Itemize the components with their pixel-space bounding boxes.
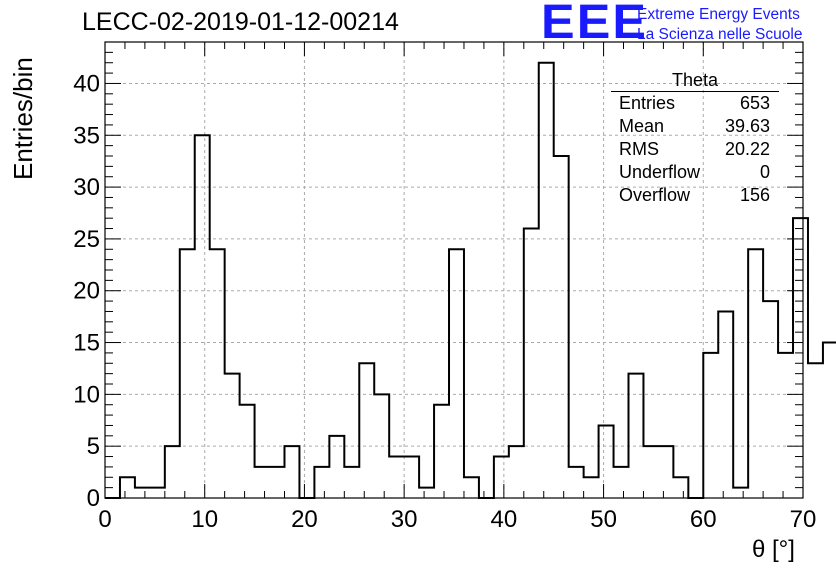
- stats-row-entries: Entries 653: [611, 92, 779, 115]
- x-tick-label: 0: [98, 506, 111, 533]
- stats-value: 39.63: [724, 116, 770, 136]
- x-tick-label: 10: [191, 506, 218, 533]
- histogram-bin: [389, 457, 404, 498]
- histogram-bin: [329, 436, 344, 498]
- histogram-bin: [210, 249, 225, 498]
- stats-value: 20.22: [724, 139, 770, 159]
- histogram-bin: [569, 467, 584, 498]
- histogram-bin: [643, 446, 658, 498]
- eee-logo: EEE: [541, 0, 649, 49]
- stats-row-mean: Mean 39.63: [611, 115, 779, 138]
- stats-label: Entries: [619, 93, 676, 113]
- histogram-bin: [539, 63, 554, 498]
- histogram-bin: [554, 156, 569, 498]
- histogram-bin: [703, 353, 718, 498]
- histogram-bin: [314, 467, 329, 498]
- x-tick-label: 20: [291, 506, 318, 533]
- histogram-bin: [658, 446, 673, 498]
- histogram-bin: [509, 446, 524, 498]
- histogram-bin: [120, 477, 135, 498]
- histogram-bin: [673, 477, 688, 498]
- histogram-bin: [808, 363, 823, 498]
- x-axis-label: θ [°]: [752, 536, 795, 563]
- y-tick-label: 15: [73, 330, 100, 357]
- y-tick-label: 25: [73, 226, 100, 253]
- x-tick-label: 50: [590, 506, 617, 533]
- histogram-bin: [225, 374, 240, 498]
- stats-label: RMS: [619, 139, 659, 159]
- histogram-bin: [494, 457, 509, 498]
- histogram-bin: [524, 229, 539, 498]
- histogram-bin: [629, 374, 644, 498]
- x-tick-label: 70: [790, 506, 817, 533]
- stats-label: Underflow: [619, 162, 701, 182]
- histogram-bin: [255, 467, 270, 498]
- histogram-bin: [763, 301, 778, 498]
- stats-value: 0: [759, 162, 770, 182]
- histogram-bin: [150, 488, 165, 498]
- histogram-bin: [135, 488, 150, 498]
- histogram-bin: [180, 249, 195, 498]
- histogram-bin: [614, 467, 629, 498]
- y-tick-label: 35: [73, 122, 100, 149]
- logo-line-2: La Scienza nelle Scuole: [637, 26, 803, 43]
- histogram-bin: [270, 467, 285, 498]
- histogram-bin: [419, 488, 434, 498]
- histogram-bin: [793, 218, 808, 498]
- histogram-bin: [165, 446, 180, 498]
- stats-value: 653: [739, 93, 770, 113]
- stats-box: Theta Entries 653 Mean 39.63 RMS 20.22 Unde…: [611, 70, 779, 207]
- stats-value: 156: [739, 185, 770, 205]
- y-tick-label: 10: [73, 381, 100, 408]
- stats-label: Overflow: [619, 185, 691, 205]
- histogram-bin: [584, 477, 599, 498]
- histogram-bin: [449, 249, 464, 498]
- stats-label: Mean: [619, 116, 665, 136]
- x-tick-label: 40: [491, 506, 518, 533]
- y-tick-label: 5: [87, 433, 100, 460]
- x-tick-label: 30: [391, 506, 418, 533]
- histogram-bin: [599, 425, 614, 498]
- y-tick-label: 30: [73, 174, 100, 201]
- y-tick-label: 20: [73, 278, 100, 305]
- histogram-bin: [778, 353, 793, 498]
- y-tick-label: 40: [73, 70, 100, 97]
- chart-title: LECC-02-2019-01-12-00214: [82, 8, 399, 36]
- histogram-bin: [284, 446, 299, 498]
- stats-row-underflow: Underflow 0: [611, 161, 779, 184]
- histogram-bin: [823, 343, 836, 498]
- histogram-bin: [434, 405, 449, 498]
- histogram-bin: [718, 311, 733, 498]
- histogram-bin: [464, 477, 479, 498]
- histogram-bin: [195, 135, 210, 498]
- logo-line-1: Extreme Energy Events: [637, 6, 800, 23]
- x-tick-label: 60: [690, 506, 717, 533]
- stats-row-rms: RMS 20.22: [611, 138, 779, 161]
- histogram-bin: [404, 457, 419, 498]
- stats-title: Theta: [611, 70, 779, 92]
- stats-row-overflow: Overflow 156: [611, 184, 779, 207]
- histogram-outline: [105, 61, 836, 499]
- y-tick-label: 0: [87, 485, 100, 512]
- histogram-bin: [240, 405, 255, 498]
- y-axis-label: Entries/bin: [8, 57, 38, 180]
- histogram-bin: [344, 467, 359, 498]
- histogram-bin: [733, 488, 748, 498]
- histogram-bin: [748, 249, 763, 498]
- histogram-bin: [359, 363, 374, 498]
